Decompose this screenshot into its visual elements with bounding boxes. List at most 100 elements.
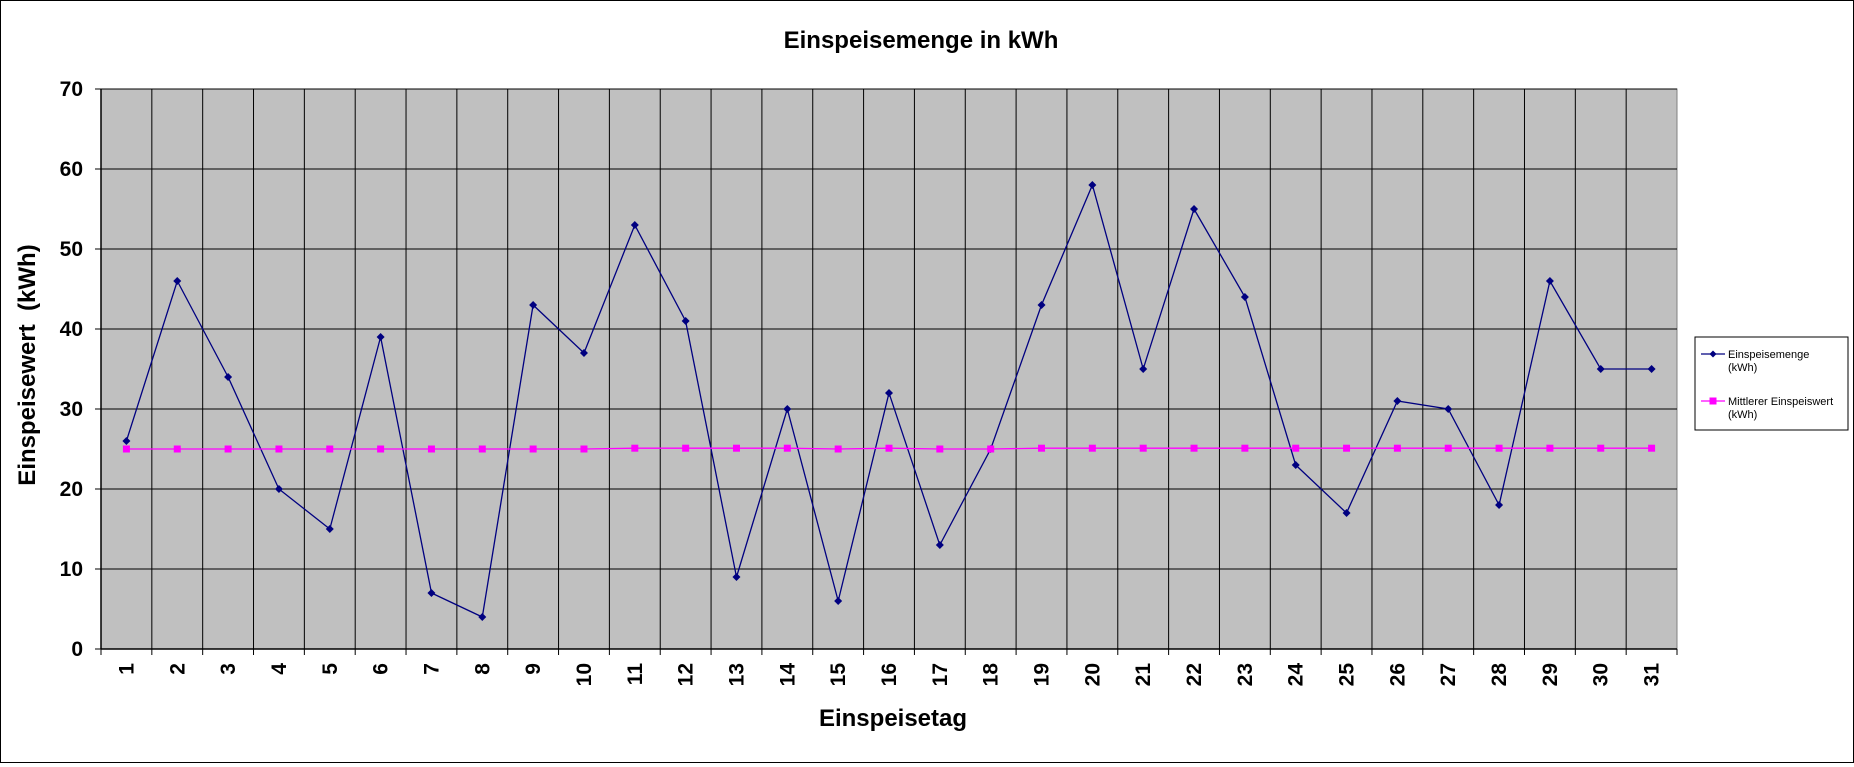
x-tick-label: 12 bbox=[675, 663, 698, 686]
legend-entry-2: Mittlerer Einspeiswert(kWh) bbox=[1701, 396, 1833, 421]
data-point bbox=[275, 445, 283, 453]
data-point bbox=[1240, 293, 1249, 301]
x-tick-label: 8 bbox=[471, 663, 494, 675]
plot-background bbox=[100, 88, 1678, 650]
x-tick-label: 13 bbox=[725, 663, 748, 686]
data-point bbox=[224, 373, 233, 381]
data-point bbox=[935, 541, 944, 549]
data-point bbox=[1647, 365, 1656, 373]
data-point bbox=[1495, 444, 1503, 452]
x-tick-label: 4 bbox=[268, 663, 291, 675]
data-point bbox=[326, 445, 334, 453]
series-layer bbox=[122, 181, 1656, 621]
chart-title: Einspeisemenge in kWh bbox=[784, 27, 1059, 54]
x-tick-label: 26 bbox=[1386, 663, 1409, 686]
legend-marker bbox=[1709, 397, 1717, 405]
data-point bbox=[885, 444, 893, 452]
data-point bbox=[1393, 444, 1401, 452]
data-point bbox=[1546, 444, 1554, 452]
data-point bbox=[630, 221, 639, 229]
data-point bbox=[1292, 444, 1300, 452]
data-point bbox=[122, 437, 131, 445]
data-point bbox=[732, 444, 740, 452]
x-tick-label: 29 bbox=[1539, 663, 1562, 686]
legend-box bbox=[1694, 336, 1849, 431]
data-point bbox=[1088, 181, 1097, 189]
legend: Einspeisemenge(kWh)Mittlerer Einspeiswer… bbox=[1694, 336, 1849, 431]
x-tick-label: 25 bbox=[1336, 663, 1359, 687]
data-point bbox=[1393, 397, 1402, 405]
x-tick-label: 30 bbox=[1590, 663, 1613, 686]
x-tick-label: 27 bbox=[1437, 663, 1460, 686]
legend-label: Mittlerer Einspeiswert bbox=[1728, 396, 1833, 408]
series-1 bbox=[122, 181, 1656, 621]
x-tick-label: 5 bbox=[319, 663, 342, 675]
data-point bbox=[1038, 444, 1046, 452]
data-point bbox=[834, 445, 842, 453]
y-axis-title: Einspeisewert (kWh) bbox=[14, 244, 41, 485]
data-point bbox=[1291, 461, 1300, 469]
x-tick-label: 16 bbox=[878, 663, 901, 686]
x-tick-label: 17 bbox=[929, 663, 952, 686]
data-point bbox=[1596, 365, 1605, 373]
x-tick-label: 31 bbox=[1641, 663, 1664, 687]
x-tick-label: 14 bbox=[776, 663, 799, 687]
legend-label: (kWh) bbox=[1728, 409, 1757, 421]
data-point bbox=[1444, 405, 1453, 413]
data-point bbox=[1545, 277, 1554, 285]
x-tick-label: 28 bbox=[1488, 663, 1511, 687]
data-point bbox=[529, 301, 538, 309]
data-point bbox=[1139, 365, 1148, 373]
x-tick-label: 10 bbox=[573, 663, 596, 686]
series-2 bbox=[122, 444, 1656, 453]
data-point bbox=[732, 573, 741, 581]
x-tick-label: 21 bbox=[1132, 663, 1155, 687]
data-point bbox=[427, 445, 435, 453]
x-tick-label: 24 bbox=[1285, 663, 1308, 687]
data-point bbox=[1597, 444, 1605, 452]
data-point bbox=[1444, 444, 1452, 452]
data-point bbox=[1648, 444, 1656, 452]
x-axis-title: Einspeisetag bbox=[819, 705, 967, 732]
data-point bbox=[478, 613, 487, 621]
data-point bbox=[987, 445, 995, 453]
x-tick-label: 23 bbox=[1234, 663, 1257, 686]
data-point bbox=[783, 444, 791, 452]
x-tick-label: 20 bbox=[1081, 663, 1104, 686]
y-axis-ticks: 0 10 20 30 40 50 60 70 bbox=[60, 78, 83, 661]
data-point bbox=[427, 589, 436, 597]
data-point bbox=[579, 349, 588, 357]
y-tick-label: 0 bbox=[71, 638, 83, 661]
data-point bbox=[325, 525, 334, 533]
x-tick-label: 18 bbox=[980, 663, 1003, 687]
data-point bbox=[1343, 444, 1351, 452]
y-tick-label: 20 bbox=[60, 478, 83, 501]
x-tick-label: 2 bbox=[166, 663, 189, 675]
x-tick-label: 9 bbox=[522, 663, 545, 675]
data-point bbox=[682, 444, 690, 452]
x-tick-label: 19 bbox=[1031, 663, 1054, 686]
data-point bbox=[631, 444, 639, 452]
data-point bbox=[1495, 501, 1504, 509]
data-point bbox=[1241, 444, 1249, 452]
data-point bbox=[173, 445, 181, 453]
data-point bbox=[1342, 509, 1351, 517]
plot-area bbox=[95, 88, 1678, 655]
data-point bbox=[173, 277, 182, 285]
data-point bbox=[1190, 205, 1199, 213]
data-point bbox=[377, 445, 385, 453]
data-point bbox=[122, 445, 130, 453]
data-point bbox=[376, 333, 385, 341]
legend-label: Einspeisemenge bbox=[1728, 349, 1809, 361]
y-tick-label: 50 bbox=[60, 238, 83, 261]
data-point bbox=[478, 445, 486, 453]
data-point bbox=[1037, 301, 1046, 309]
x-tick-label: 1 bbox=[115, 663, 138, 675]
legend-label: (kWh) bbox=[1728, 362, 1757, 374]
data-point bbox=[936, 445, 944, 453]
x-tick-label: 3 bbox=[217, 663, 240, 675]
legend-entry-1: Einspeisemenge(kWh) bbox=[1701, 349, 1809, 374]
y-tick-label: 40 bbox=[60, 318, 83, 341]
